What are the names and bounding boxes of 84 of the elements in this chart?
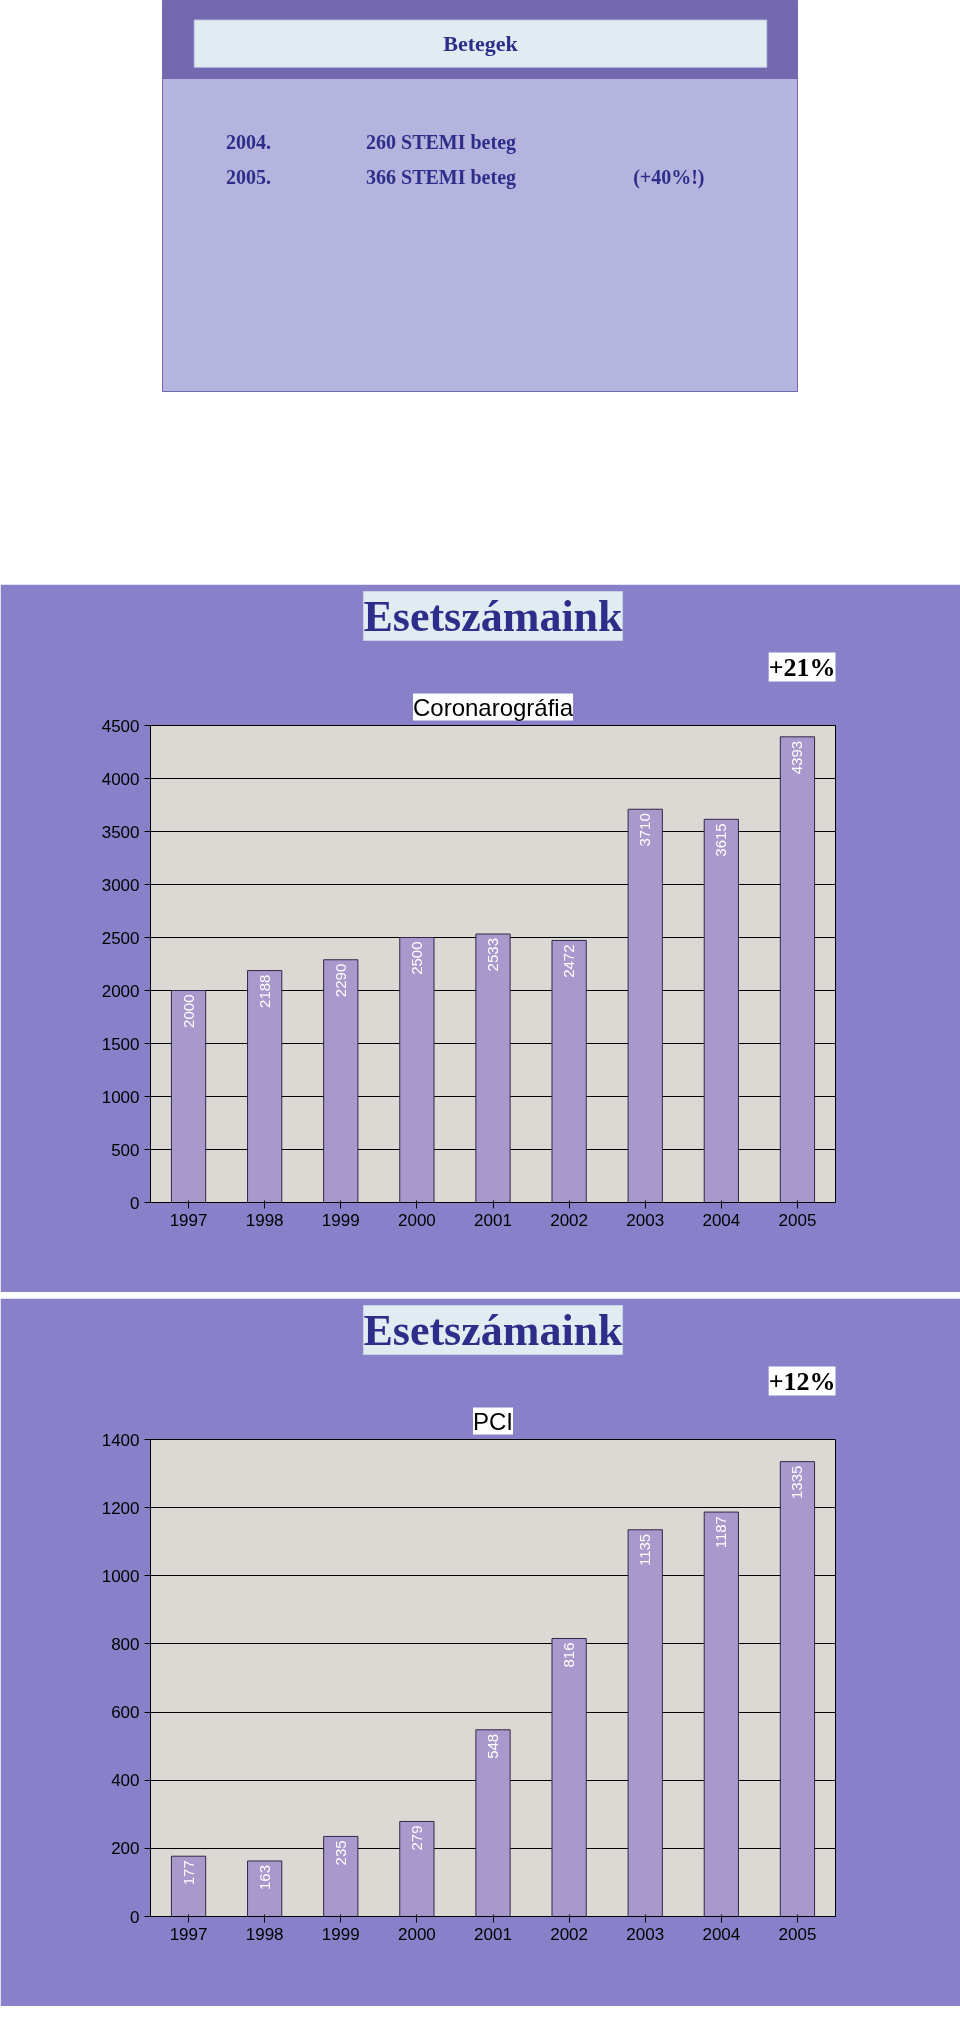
bar (627, 1529, 663, 1917)
data-label: 177 (179, 1860, 197, 1886)
bar (323, 1835, 359, 1917)
bar (703, 1511, 739, 1917)
y-tick-label: 4500 (101, 716, 140, 736)
y-tick-label: 600 (111, 1703, 140, 1723)
x-tick-label: 1998 (245, 1210, 284, 1230)
bar (551, 939, 587, 1203)
bar (627, 808, 663, 1203)
data-label: 2500 (407, 941, 425, 975)
x-tick-label: 2000 (397, 1210, 436, 1230)
y-tick-label: 400 (111, 1771, 140, 1791)
data-label: 2290 (331, 963, 349, 998)
data-label: 4393 (788, 740, 806, 775)
text: 366 STEMI beteg (366, 165, 517, 189)
x-tick-label: 1999 (321, 1924, 360, 1944)
y-tick-label: 4000 (101, 769, 140, 789)
data-label: 2472 (560, 944, 578, 978)
y-tick-label: 2500 (101, 928, 140, 948)
text: (+40%!) (633, 165, 705, 189)
x-tick-label: 2004 (702, 1924, 741, 1944)
bar (170, 990, 207, 1203)
x-tick-label: 2002 (550, 1924, 589, 1944)
data-label: 816 (560, 1642, 578, 1668)
y-tick-label: 3000 (101, 875, 140, 895)
chart-title: Esetszámaink (363, 1305, 624, 1355)
bar (399, 937, 435, 1203)
data-label: 1135 (636, 1533, 654, 1567)
y-tick-label: 1000 (101, 1566, 140, 1586)
bar (399, 1820, 435, 1917)
bar (779, 1461, 816, 1917)
data-label: 3710 (636, 813, 654, 847)
y-tick-label: 1400 (101, 1430, 140, 1450)
y-tick-label: 0 (130, 1193, 140, 1213)
bar (779, 736, 816, 1203)
data-label: 2188 (255, 974, 273, 1008)
y-tick-label: 3500 (101, 822, 140, 842)
x-tick-label: 2000 (397, 1924, 436, 1944)
x-tick-label: 1999 (321, 1210, 360, 1230)
chart-title: Esetszámaink (363, 591, 624, 641)
x-tick-label: 2003 (626, 1210, 665, 1230)
y-tick-label: 500 (111, 1140, 140, 1160)
y-tick-label: 1000 (101, 1087, 140, 1107)
y-tick-label: 800 (111, 1634, 140, 1654)
bar (551, 1637, 587, 1917)
data-label: 1187 (712, 1516, 730, 1549)
x-tick-label: 2003 (626, 1924, 665, 1944)
bar (323, 959, 359, 1203)
data-label: 163 (255, 1864, 273, 1890)
y-tick-label: 1500 (101, 1034, 140, 1054)
text: 2004. (226, 130, 272, 153)
x-tick-label: 1997 (169, 1924, 208, 1944)
text: 260 STEMI beteg (366, 130, 517, 154)
data-label: 1335 (788, 1465, 806, 1500)
x-tick-label: 2001 (474, 1924, 512, 1944)
x-tick-label: 2004 (702, 1210, 741, 1230)
x-tick-label: 2002 (550, 1210, 589, 1230)
data-label: 548 (484, 1733, 501, 1759)
x-tick-label: 1998 (245, 1924, 284, 1944)
bar (475, 1729, 511, 1917)
x-tick-label: 2005 (778, 1924, 817, 1944)
y-tick-label: 1200 (101, 1498, 140, 1518)
y-tick-label: 2000 (101, 981, 140, 1001)
text: +21% (768, 652, 836, 682)
chart-subtitle: PCI (473, 1407, 514, 1435)
text: 2005. (226, 165, 272, 188)
data-label: 3615 (712, 823, 730, 857)
x-tick-label: 2001 (474, 1210, 512, 1230)
bar (247, 970, 283, 1203)
data-label: 2533 (484, 938, 501, 972)
text: Betegek (443, 31, 519, 57)
x-tick-label: 2005 (778, 1210, 817, 1230)
data-label: 279 (407, 1825, 425, 1851)
y-tick-label: 0 (130, 1907, 140, 1927)
data-label: 2000 (179, 994, 197, 1028)
bar (170, 1855, 207, 1917)
bar (247, 1860, 283, 1917)
text: +12% (768, 1366, 836, 1396)
bar (703, 818, 739, 1203)
chart-subtitle: Coronarográfia (412, 693, 574, 721)
bar (475, 933, 511, 1203)
x-tick-label: 1997 (169, 1210, 208, 1230)
y-tick-label: 200 (111, 1839, 140, 1859)
data-label: 235 (331, 1840, 349, 1866)
